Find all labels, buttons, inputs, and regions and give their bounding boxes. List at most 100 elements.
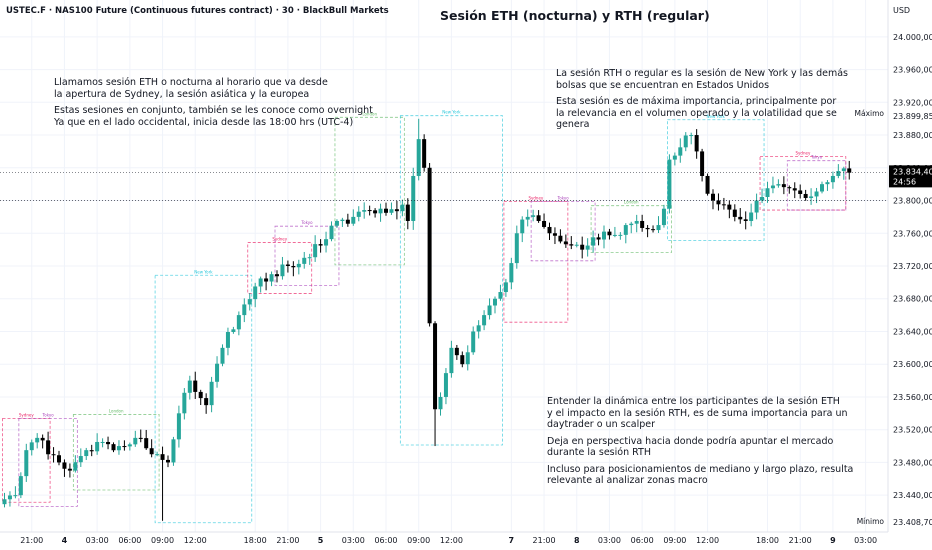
candle-body [149, 448, 154, 455]
session-label-tokyo: Tokyo [557, 196, 570, 201]
candle-body [405, 204, 410, 221]
candle-body [67, 468, 72, 471]
text-line: relevante al analizar zonas macro [547, 475, 708, 486]
candle-body [160, 454, 165, 460]
text-line: Incluso para posicionamientos de mediano… [547, 463, 854, 475]
x-tick-label: 09:00 [407, 536, 430, 545]
candle-body [73, 462, 78, 471]
candle-body [225, 332, 230, 348]
candle-body [182, 392, 187, 414]
candle-body [542, 220, 547, 227]
candle-body [204, 398, 209, 406]
candle-body [291, 266, 296, 268]
candle-body [275, 274, 279, 277]
candle-body [400, 204, 405, 212]
candle-body [176, 413, 181, 440]
candle-body [100, 441, 105, 443]
chart-title: Sesión ETH (nocturna) y RTH (regular) [440, 8, 710, 23]
max-label: Máximo [855, 109, 885, 118]
y-tick-label: 23.560,00 [893, 393, 932, 402]
currency-label[interactable]: USD [893, 6, 911, 15]
x-tick-label: 06:00 [631, 536, 654, 545]
eth-note: Llamamos sesión ETH o nocturna al horari… [54, 77, 373, 133]
session-box-tokyo [274, 225, 340, 286]
x-tick-label: 03:00 [598, 536, 621, 545]
session-box-newyork [154, 274, 253, 524]
candle-body [847, 168, 852, 173]
candle-body [362, 210, 367, 212]
candle-body [236, 315, 241, 330]
candle-body [482, 315, 487, 326]
grid [0, 0, 888, 532]
candle-body [57, 455, 61, 463]
y-tick-label: 23.960,00 [893, 66, 932, 75]
candle-body [384, 208, 388, 213]
candle-body [602, 231, 606, 240]
candle-body [792, 188, 797, 191]
candle-body [116, 446, 121, 451]
candle-body [618, 234, 623, 236]
candle-body [133, 437, 138, 445]
candle-body [449, 347, 454, 374]
candle-body [503, 282, 508, 293]
candles [2, 118, 852, 521]
candle-body [754, 200, 759, 213]
candle-body [307, 257, 312, 259]
candle-body [18, 476, 23, 496]
candle-body [334, 220, 339, 226]
candle-body [138, 437, 143, 439]
dynamics-note-para2: Deja en perspectiva hacia donde podría a… [547, 436, 853, 459]
candle-body [552, 233, 557, 236]
candle-body [520, 219, 525, 234]
candle-body [389, 209, 394, 213]
session-box-tokyo [530, 201, 596, 262]
candle-body [209, 381, 214, 406]
candle-body [318, 244, 323, 246]
candle-body [820, 184, 824, 192]
candle-body [231, 329, 236, 333]
candle-body [433, 323, 438, 410]
candle-body [471, 331, 476, 353]
candle-body [454, 347, 459, 356]
candle-body [356, 211, 361, 217]
y-tick-label: 23.680,00 [893, 295, 932, 304]
eth-note-para1: Llamamos sesión ETH o nocturna al horari… [54, 77, 373, 100]
y-tick-label: 23.800,00 [893, 197, 932, 206]
candle-body [242, 304, 247, 316]
min-label: Mínimo [857, 517, 885, 526]
session-box-newyork [667, 119, 765, 241]
candle-body [678, 147, 683, 156]
session-label-tokyo: Tokyo [810, 155, 823, 160]
max-value-label: 23.899,85 [893, 112, 932, 121]
x-tick-label: 09:00 [151, 536, 174, 545]
candle-body [563, 241, 568, 245]
candle-body [525, 216, 530, 220]
symbol-info[interactable]: USTEC.F · NAS100 Future (Continuous futu… [6, 6, 389, 16]
candle-body [13, 495, 18, 497]
y-tick-label: 23.600,00 [893, 360, 932, 369]
x-tick-label: 09:00 [663, 536, 686, 545]
candle-body [841, 168, 846, 172]
candle-body [29, 442, 34, 451]
y-tick-label: 23.440,00 [893, 491, 932, 500]
rth-note-para1: La sesión RTH o regular es la sesión de … [556, 68, 848, 91]
candle-body [585, 245, 590, 250]
candle-body [220, 347, 225, 364]
session-label-newyork: New York [194, 269, 213, 274]
candle-body [46, 440, 51, 455]
text-line: Deja en perspectiva hacia donde podría a… [547, 435, 834, 447]
candle-body [574, 244, 579, 246]
session-box-london [590, 205, 672, 254]
reference-lines [0, 172, 888, 201]
session-box-sydney [503, 201, 569, 323]
candle-body [7, 495, 12, 500]
candle-body [313, 244, 318, 258]
candle-body [760, 197, 765, 201]
candle-body [591, 237, 596, 246]
candle-body [493, 298, 497, 306]
session-label-sydney: Sydney [272, 237, 287, 242]
candle-body [253, 286, 258, 300]
candle-body [264, 278, 269, 282]
session-label-newyork: New York [707, 114, 726, 119]
